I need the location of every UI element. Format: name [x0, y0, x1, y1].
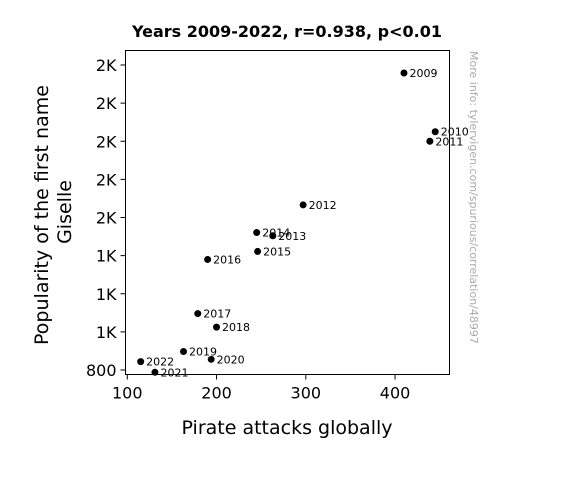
data-point-2022: [137, 358, 145, 366]
data-point-2011: [426, 137, 434, 145]
y-axis-label-line-1: Popularity of the first name: [31, 85, 53, 345]
data-point-label-2018: 2018: [222, 321, 250, 334]
data-point-label-2021: 2021: [160, 366, 188, 379]
y-tick-label: 2K: [96, 170, 117, 189]
y-tick-label: 2K: [96, 94, 117, 113]
data-point-2016: [204, 255, 212, 263]
y-tick-label: 1K: [96, 323, 117, 342]
data-point-2020: [207, 355, 215, 363]
x-tick-label: 300: [291, 384, 322, 403]
data-point-label-2010: 2010: [441, 126, 469, 139]
plot-area-frame: [125, 50, 450, 375]
x-tick-label: 400: [380, 384, 411, 403]
data-point-2009: [400, 69, 408, 77]
data-point-2012: [299, 201, 307, 209]
data-point-label-2015: 2015: [263, 245, 291, 258]
data-point-label-2017: 2017: [203, 308, 231, 321]
y-tick-label: 2K: [96, 56, 117, 75]
data-points: 2009201020112012201320142015201620172018…: [137, 67, 469, 379]
data-point-2010: [431, 128, 439, 136]
data-point-2017: [194, 310, 202, 318]
y-tick-label: 2K: [96, 132, 117, 151]
data-point-2013: [269, 232, 277, 240]
data-point-label-2016: 2016: [213, 253, 241, 266]
data-point-2021: [151, 368, 159, 376]
x-tick-label: 100: [112, 384, 143, 403]
data-point-label-2022: 2022: [146, 356, 174, 369]
y-tick-label: 1K: [96, 247, 117, 266]
data-point-2018: [213, 323, 221, 331]
y-tick-label: 800: [86, 361, 117, 380]
data-point-label-2009: 2009: [409, 67, 437, 80]
source-watermark: More info: tylervigen.com/spurious/corre…: [467, 51, 480, 344]
y-tick-label: 1K: [96, 285, 117, 304]
y-tick-label: 2K: [96, 209, 117, 228]
data-point-label-2014: 2014: [262, 227, 290, 240]
data-point-label-2020: 2020: [217, 353, 245, 366]
y-axis-label-line-2: Giselle: [54, 180, 76, 244]
data-point-2015: [254, 247, 262, 255]
data-point-2014: [253, 229, 261, 237]
x-axis-label: Pirate attacks globally: [182, 417, 393, 439]
x-tick-label: 200: [201, 384, 232, 403]
y-axis: 800 1K 1K 1K 2K 2K 2K 2K 2K: [86, 56, 126, 380]
x-axis: 100 200 300 400: [112, 374, 411, 403]
data-point-label-2013: 2013: [278, 230, 306, 243]
chart-title: Years 2009-2022, r=0.938, p<0.01: [131, 22, 442, 41]
data-point-label-2019: 2019: [189, 346, 217, 359]
y-axis-label: Popularity of the first name Giselle: [31, 79, 76, 345]
data-point-label-2011: 2011: [435, 135, 463, 148]
data-point-label-2012: 2012: [309, 199, 337, 212]
data-point-2019: [180, 348, 188, 356]
